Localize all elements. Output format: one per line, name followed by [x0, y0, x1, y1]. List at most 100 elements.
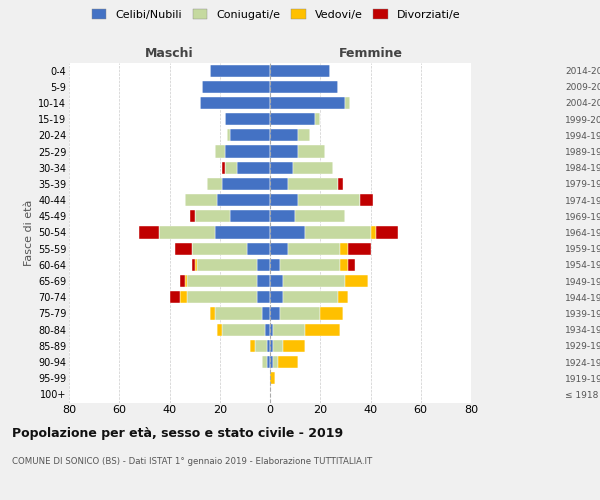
Bar	[257, 291, 270, 304]
Bar	[257, 259, 270, 271]
Bar	[225, 146, 270, 158]
Bar	[222, 324, 265, 336]
Bar	[270, 97, 346, 109]
Bar	[338, 178, 343, 190]
Bar	[272, 324, 305, 336]
Bar	[197, 259, 257, 271]
Bar	[179, 291, 187, 304]
Bar	[160, 226, 215, 238]
Bar	[270, 324, 272, 336]
Bar	[270, 113, 315, 125]
Bar	[255, 340, 268, 352]
Bar	[283, 340, 305, 352]
Bar	[210, 308, 215, 320]
Bar	[348, 259, 355, 271]
Bar	[270, 146, 298, 158]
Bar	[340, 259, 348, 271]
Bar	[207, 178, 222, 190]
Bar	[270, 178, 287, 190]
Bar	[217, 324, 222, 336]
Bar	[179, 275, 185, 287]
Bar	[247, 242, 270, 255]
Bar	[217, 194, 270, 206]
Bar	[215, 226, 270, 238]
Bar	[376, 226, 398, 238]
Bar	[270, 242, 287, 255]
Bar	[257, 275, 270, 287]
Bar	[270, 259, 280, 271]
Bar	[238, 162, 270, 174]
Bar	[270, 194, 298, 206]
Bar	[227, 130, 230, 141]
Bar	[268, 340, 270, 352]
Text: Popolazione per età, sesso e stato civile - 2019: Popolazione per età, sesso e stato civil…	[12, 428, 343, 440]
Bar	[315, 113, 320, 125]
Bar	[194, 210, 230, 222]
Bar	[298, 130, 310, 141]
Bar	[222, 178, 270, 190]
Bar	[270, 64, 331, 76]
Bar	[262, 308, 270, 320]
Bar	[270, 340, 272, 352]
Bar	[371, 226, 376, 238]
Bar	[272, 340, 283, 352]
Bar	[192, 259, 194, 271]
Bar	[270, 210, 295, 222]
Bar	[192, 242, 247, 255]
Bar	[283, 275, 346, 287]
Bar	[185, 275, 187, 287]
Bar	[270, 356, 272, 368]
Bar	[340, 242, 348, 255]
Bar	[202, 80, 270, 93]
Bar	[187, 275, 257, 287]
Bar	[185, 194, 217, 206]
Bar	[348, 242, 371, 255]
Bar	[361, 194, 373, 206]
Bar	[230, 210, 270, 222]
Bar	[278, 356, 298, 368]
Bar	[280, 259, 340, 271]
Bar	[270, 226, 305, 238]
Bar	[190, 210, 194, 222]
Bar	[287, 178, 338, 190]
Bar	[298, 146, 325, 158]
Bar	[305, 324, 340, 336]
Bar	[250, 340, 255, 352]
Text: Maschi: Maschi	[145, 47, 194, 60]
Bar	[170, 291, 179, 304]
Bar	[225, 162, 238, 174]
Bar	[295, 210, 346, 222]
Bar	[215, 308, 262, 320]
Text: COMUNE DI SONICO (BS) - Dati ISTAT 1° gennaio 2019 - Elaborazione TUTTITALIA.IT: COMUNE DI SONICO (BS) - Dati ISTAT 1° ge…	[12, 458, 372, 466]
Bar	[320, 308, 343, 320]
Bar	[270, 275, 283, 287]
Bar	[222, 162, 225, 174]
Bar	[270, 80, 338, 93]
Bar	[346, 275, 368, 287]
Y-axis label: Fasce di età: Fasce di età	[23, 200, 34, 266]
Bar	[283, 291, 338, 304]
Bar	[346, 97, 350, 109]
Bar	[270, 308, 280, 320]
Bar	[200, 97, 270, 109]
Text: Femmine: Femmine	[338, 47, 403, 60]
Bar	[287, 242, 340, 255]
Bar	[210, 64, 270, 76]
Bar	[215, 146, 225, 158]
Bar	[270, 291, 283, 304]
Bar	[230, 130, 270, 141]
Bar	[262, 356, 268, 368]
Bar	[265, 324, 270, 336]
Bar	[268, 356, 270, 368]
Bar	[293, 162, 333, 174]
Bar	[280, 308, 320, 320]
Bar	[194, 259, 197, 271]
Bar	[270, 130, 298, 141]
Bar	[175, 242, 192, 255]
Bar	[225, 113, 270, 125]
Bar	[270, 372, 275, 384]
Legend: Celibi/Nubili, Coniugati/e, Vedovi/e, Divorziati/e: Celibi/Nubili, Coniugati/e, Vedovi/e, Di…	[88, 6, 464, 23]
Bar	[305, 226, 371, 238]
Bar	[270, 162, 293, 174]
Bar	[338, 291, 348, 304]
